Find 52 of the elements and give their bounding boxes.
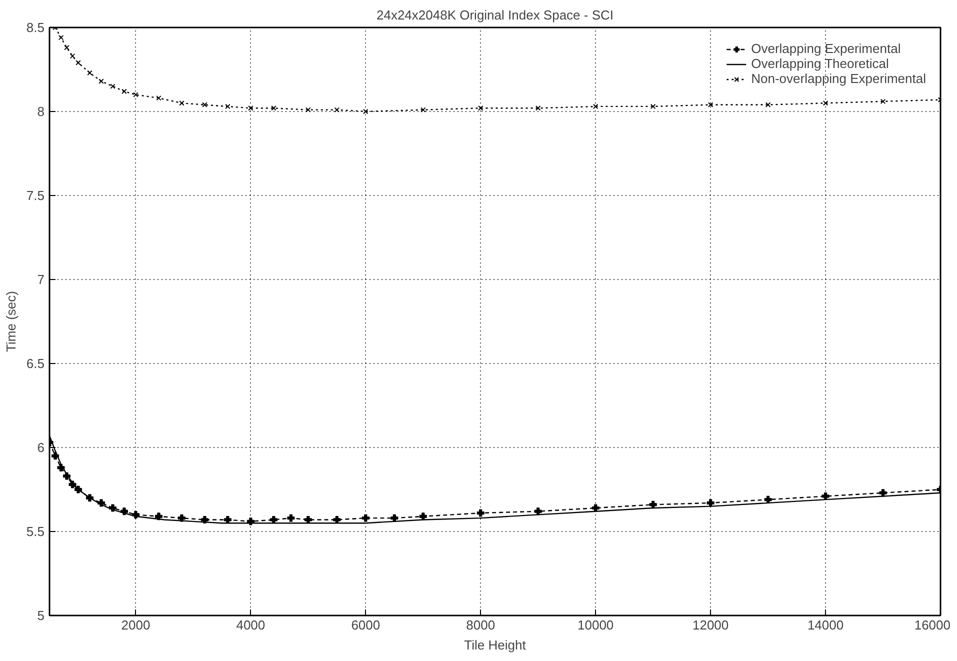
point xyxy=(650,104,656,110)
x-tick-label: 2000 xyxy=(121,618,150,632)
y-axis-title: Time (sec) xyxy=(3,291,18,352)
point xyxy=(535,106,541,111)
x-tick-label: 16000 xyxy=(914,618,951,632)
point xyxy=(592,104,598,110)
point xyxy=(110,84,116,89)
x-tick-label: 14000 xyxy=(807,618,844,632)
point xyxy=(306,107,311,112)
y-tick-label: 5 xyxy=(37,608,45,623)
y-tick-label: 7 xyxy=(37,272,45,287)
y-tick-label: 6.5 xyxy=(26,356,45,371)
point xyxy=(822,100,828,106)
point xyxy=(98,78,104,84)
point xyxy=(287,514,295,522)
point xyxy=(248,106,254,111)
x-axis-title: Tile Height xyxy=(464,638,526,652)
point xyxy=(179,100,184,106)
point xyxy=(420,107,426,112)
x-tick-label: 4000 xyxy=(236,618,266,632)
y-tick-label: 8 xyxy=(37,104,45,119)
x-tick-label: 6000 xyxy=(351,618,380,632)
legend-label: Overlapping Theoretical xyxy=(751,56,889,71)
point xyxy=(708,102,714,108)
y-tick-label: 6 xyxy=(37,440,45,455)
point xyxy=(478,106,484,111)
point xyxy=(133,92,138,98)
point xyxy=(58,34,64,40)
y-tick-label: 7.5 xyxy=(26,188,45,203)
point xyxy=(765,102,771,108)
point xyxy=(76,60,81,66)
chart-title: 24x24x2048K Original Index Space - SCI xyxy=(376,8,614,22)
point xyxy=(271,106,276,111)
point xyxy=(122,88,127,94)
x-tick-label: 8000 xyxy=(466,618,496,632)
x-tick-label: 10000 xyxy=(578,618,614,632)
legend-label: Overlapping Experimental xyxy=(751,41,901,56)
point xyxy=(363,108,368,114)
point xyxy=(880,98,886,104)
x-tick-label: 12000 xyxy=(692,618,729,632)
legend-label: Non-overlapping Experimental xyxy=(751,71,926,86)
point xyxy=(202,102,208,108)
point xyxy=(225,104,230,110)
point xyxy=(87,70,92,76)
y-tick-label: 8.5 xyxy=(26,20,45,35)
point xyxy=(362,514,370,522)
point xyxy=(64,45,70,50)
y-tick-label: 5.5 xyxy=(26,524,45,539)
point xyxy=(334,107,340,112)
point xyxy=(156,95,162,101)
point xyxy=(476,509,484,517)
point xyxy=(70,53,76,59)
